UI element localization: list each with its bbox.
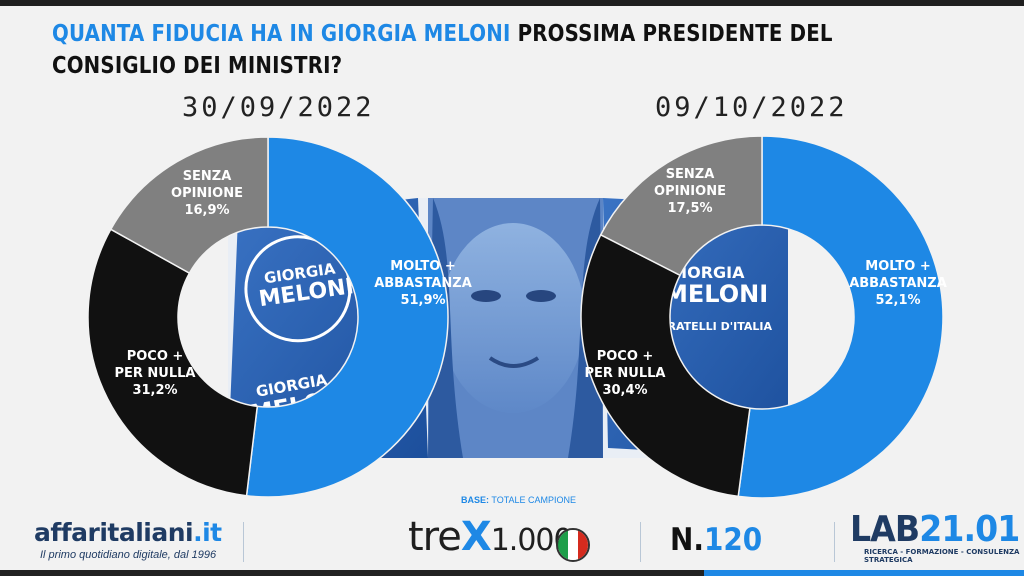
- bottom-bar: [0, 570, 1024, 576]
- issue-number: N.120: [670, 522, 762, 558]
- date-label-right: 09/10/2022: [655, 92, 848, 123]
- title-highlight: QUANTA FIDUCIA HA IN GIORGIA MELONI: [52, 21, 511, 47]
- slice-category-label: ABBASTANZA: [849, 276, 947, 291]
- top-bar: [0, 0, 1024, 6]
- slice-category-label: OPINIONE: [654, 184, 726, 199]
- donut-chart-left: MOLTO + ABBASTANZA 51,9% POCO + PER NULLA 31,…: [87, 136, 472, 498]
- slice-category-label: ABBASTANZA: [374, 276, 472, 291]
- title-rest: PROSSIMA PRESIDENTE DEL CONSIGLIO DEI MI…: [52, 21, 833, 79]
- footer-divider-3: [834, 522, 835, 562]
- slice-category-label: MOLTO +: [865, 259, 930, 274]
- slice-senza-opinione: [599, 135, 763, 277]
- slice-molto-abbastanza: [737, 135, 944, 499]
- footer-divider-1: [243, 522, 244, 562]
- poster-text-6: MELONI: [664, 280, 768, 308]
- issue-prefix: N.: [670, 522, 704, 558]
- slice-poco-per-nulla: [580, 233, 751, 498]
- slice-category-label: OPINIONE: [171, 186, 243, 201]
- slice-category-label: SENZA: [666, 167, 715, 182]
- brand-name: affaritaliani: [34, 518, 194, 547]
- slice-value-label: 30,4%: [602, 383, 647, 398]
- donut-hole: [178, 227, 358, 407]
- slice-category-label: SENZA: [183, 169, 232, 184]
- slice-category-label: PER NULLA: [114, 366, 195, 381]
- italian-flag-icon: [556, 528, 590, 562]
- sample-base-note: BASE: TOTALE CAMPIONE: [461, 495, 576, 505]
- slice-value-label: 17,5%: [667, 201, 712, 216]
- issue-value: 120: [703, 522, 763, 558]
- donut-hole: [670, 225, 854, 409]
- donut-chart-right: MOLTO + ABBASTANZA 52,1% POCO + PER NULLA 30,…: [580, 135, 947, 499]
- affaritaliani-logo: affaritaliani.it: [34, 518, 222, 547]
- slice-value-label: 51,9%: [400, 293, 445, 308]
- base-text: TOTALE CAMPIONE: [489, 495, 577, 505]
- slice-value-label: 16,9%: [184, 203, 229, 218]
- lab-b: 21.01: [919, 509, 1020, 550]
- brand-tagline: Il primo quotidiano digitale, dal 1996: [40, 549, 217, 561]
- slice-poco-per-nulla: [87, 228, 259, 497]
- footer-divider-2: [640, 522, 641, 562]
- chart-title: QUANTA FIDUCIA HA IN GIORGIA MELONI PROS…: [52, 18, 878, 82]
- slice-category-label: POCO +: [597, 349, 654, 364]
- poster-text-7: FRATELLI D'ITALIA: [660, 320, 772, 333]
- slice-senza-opinione: [109, 136, 269, 275]
- slice-category-label: PER NULLA: [584, 366, 665, 381]
- slice-molto-abbastanza: [245, 136, 449, 498]
- lab-tagline: RICERCA - FORMAZIONE - CONSULENZA STRATE…: [864, 548, 1020, 564]
- brand-tld: .it: [193, 518, 222, 547]
- slice-category-label: POCO +: [127, 349, 184, 364]
- trex-logo: treX1.000: [408, 514, 573, 560]
- slice-value-label: 52,1%: [875, 293, 920, 308]
- lab2101-logo: LAB21.01: [850, 509, 1020, 550]
- lab-a: LAB: [850, 509, 920, 550]
- trex-a: tre: [408, 514, 462, 560]
- poster-text-5: GIORGIA: [668, 263, 745, 282]
- base-label: BASE:: [461, 495, 490, 505]
- slice-category-label: MOLTO +: [390, 259, 455, 274]
- trex-x: X: [460, 514, 492, 560]
- date-label-left: 30/09/2022: [182, 92, 375, 123]
- slice-value-label: 31,2%: [132, 383, 177, 398]
